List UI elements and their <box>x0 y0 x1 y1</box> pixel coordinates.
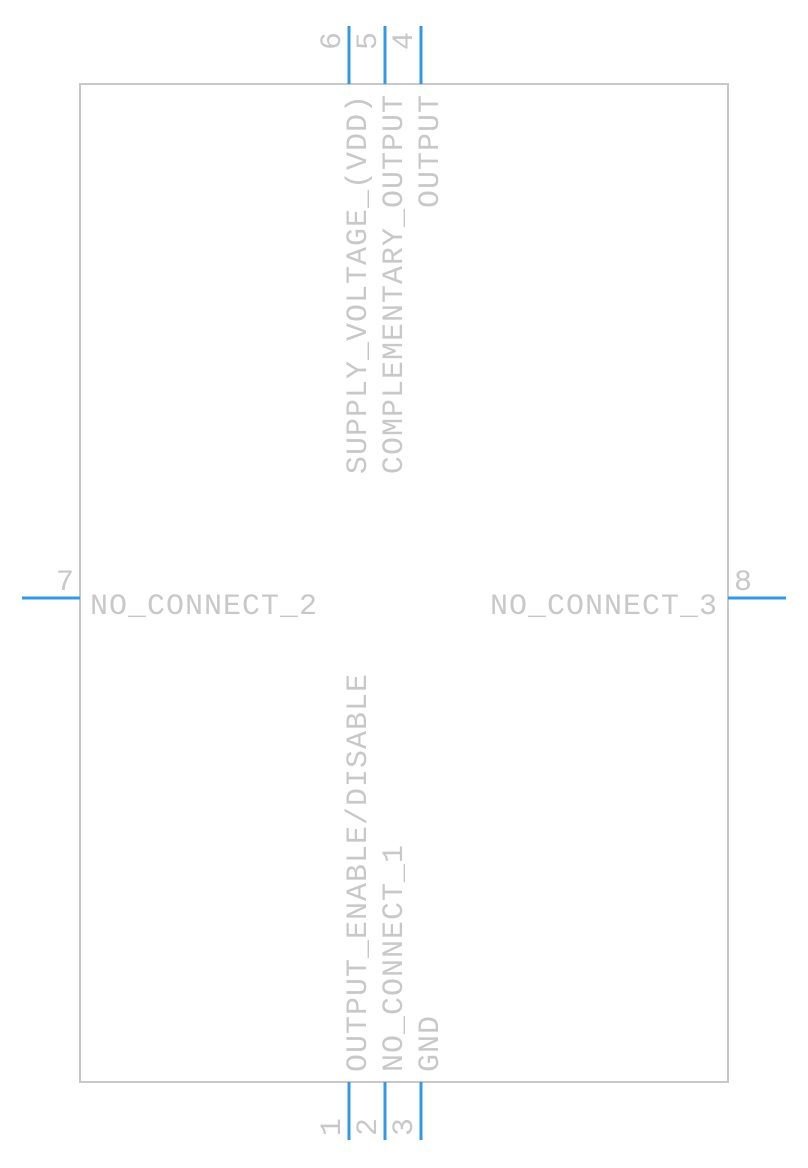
pin-label: GND <box>414 1015 448 1072</box>
pin-number: 6 <box>316 32 350 50</box>
pin-label: OUTPUT <box>414 94 448 208</box>
pin-number: 3 <box>388 1118 422 1136</box>
schematic-svg: 1 OUTPUT_ENABLE/DISABLE 2 NO_CONNECT_1 3 GND 4… <box>0 0 808 1168</box>
pin-label: OUTPUT_ENABLE/DISABLE <box>342 673 376 1072</box>
pin-number: 1 <box>316 1118 350 1136</box>
pin-number: 4 <box>388 32 422 50</box>
pin-number: 5 <box>352 32 386 50</box>
pin-label: NO_CONNECT_3 <box>490 590 718 624</box>
pin-number: 8 <box>734 566 752 600</box>
pin-number: 2 <box>352 1118 386 1136</box>
pin-number: 7 <box>56 566 74 600</box>
pin-label: COMPLEMENTARY_OUTPUT <box>378 94 412 474</box>
pin-label: NO_CONNECT_2 <box>90 590 318 624</box>
pin-label: SUPPLY_VOLTAGE_(VDD) <box>342 94 376 474</box>
pin-label: NO_CONNECT_1 <box>378 844 412 1072</box>
